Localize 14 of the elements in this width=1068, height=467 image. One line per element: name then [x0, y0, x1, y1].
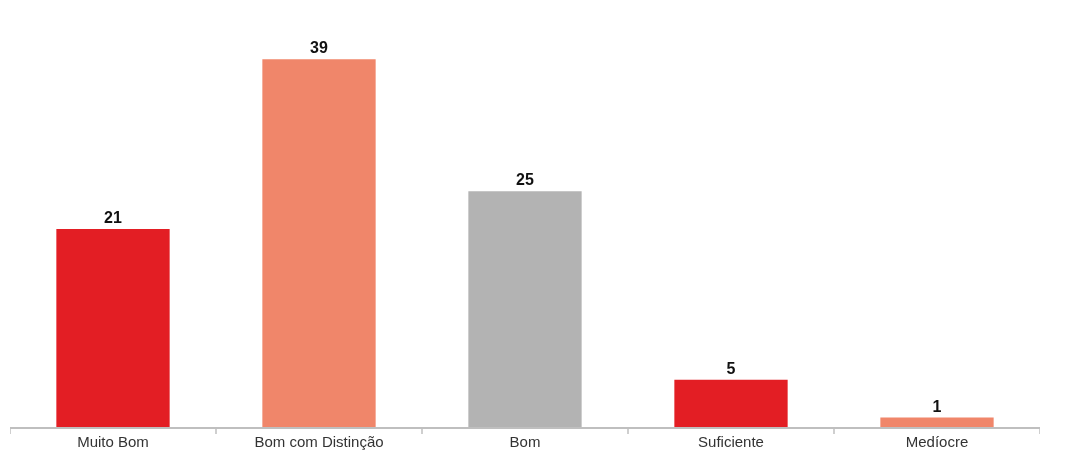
data-label: 39 [310, 39, 328, 57]
x-tick-label: Suficiente [698, 432, 764, 450]
bar [880, 417, 994, 427]
x-tick-label: Bom [509, 432, 541, 450]
bar [262, 59, 376, 427]
x-tick-label: Bom com Distinção [254, 432, 384, 450]
x-tick-label: Medíocre [905, 432, 969, 450]
data-label: 1 [932, 397, 942, 415]
x-tick-label: Muito Bom [77, 432, 149, 450]
data-label: 5 [726, 359, 736, 377]
bar [674, 379, 788, 427]
data-label: 21 [104, 209, 122, 227]
bar [56, 229, 170, 427]
data-label: 25 [516, 171, 534, 189]
